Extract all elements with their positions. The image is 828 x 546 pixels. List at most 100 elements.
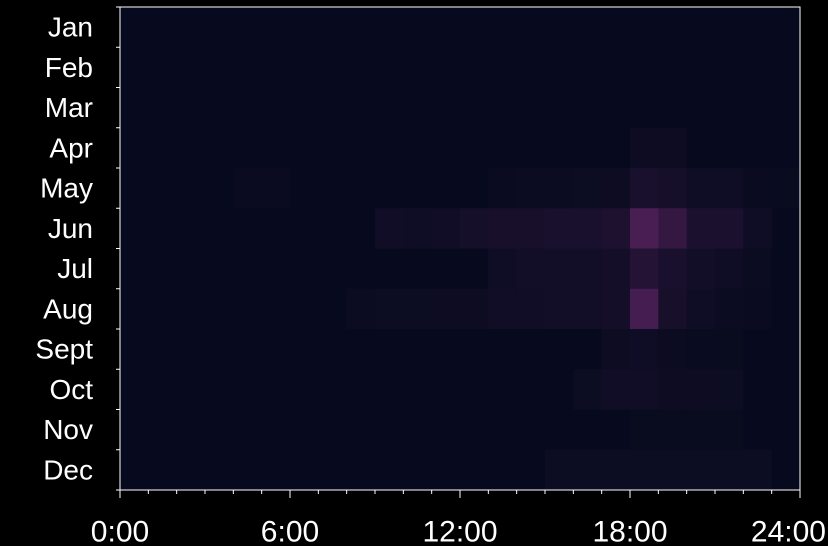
heatmap-cell <box>403 409 433 451</box>
heatmap-cell <box>318 47 348 88</box>
heatmap-cell <box>771 288 801 330</box>
heatmap-cell <box>120 47 149 88</box>
heatmap-cell <box>148 87 178 129</box>
y-tick-label: May <box>40 173 93 204</box>
heatmap-cell <box>545 168 574 209</box>
heatmap-cell <box>658 7 688 48</box>
heatmap-cell <box>488 288 518 330</box>
heatmap-cell <box>516 248 546 290</box>
heatmap-cell <box>630 208 659 249</box>
heatmap-cell <box>318 7 348 48</box>
heatmap-cell <box>601 87 631 129</box>
heatmap-cell <box>346 409 376 451</box>
heatmap-cell <box>290 7 319 48</box>
heatmap-cell <box>686 127 716 169</box>
heatmap-cell <box>205 87 234 129</box>
heatmap-cell <box>715 7 744 48</box>
heatmap-cell <box>176 369 206 410</box>
heatmap-cell <box>148 409 178 451</box>
heatmap-cell <box>573 168 603 209</box>
heatmap-cell <box>573 87 603 129</box>
heatmap-cell <box>516 127 546 169</box>
heatmap-cells <box>120 7 801 491</box>
heatmap-cell <box>318 168 348 209</box>
heatmap-cell <box>431 47 461 88</box>
heatmap-cell <box>318 87 348 129</box>
heatmap-cell <box>630 127 659 169</box>
heatmap-cell <box>743 369 773 410</box>
heatmap-cell <box>686 47 716 88</box>
heatmap-cell <box>205 449 234 491</box>
heatmap-cell <box>346 127 376 169</box>
y-tick-label: Mar <box>45 92 93 123</box>
heatmap-cell <box>375 449 404 491</box>
heatmap-cell <box>120 87 149 129</box>
heatmap-cell <box>176 409 206 451</box>
heatmap-cell <box>516 87 546 129</box>
heatmap-cell <box>403 369 433 410</box>
heatmap-cell <box>601 329 631 370</box>
heatmap-cell <box>545 87 574 129</box>
heatmap-cell <box>545 248 574 290</box>
heatmap-cell <box>686 7 716 48</box>
heatmap-cell <box>715 288 744 330</box>
y-tick-label: Feb <box>45 52 93 83</box>
heatmap-cell <box>375 369 404 410</box>
heatmap-cell <box>601 409 631 451</box>
heatmap-cell <box>290 168 319 209</box>
heatmap-cell <box>630 168 659 209</box>
heatmap-cell <box>771 127 801 169</box>
heatmap-cell <box>176 127 206 169</box>
heatmap-cell <box>375 47 404 88</box>
heatmap-cell <box>346 7 376 48</box>
heatmap-cell <box>375 288 404 330</box>
heatmap-cell <box>120 168 149 209</box>
heatmap-cell <box>630 47 659 88</box>
heatmap-cell <box>771 47 801 88</box>
heatmap-cell <box>431 87 461 129</box>
heatmap-cell <box>261 87 291 129</box>
heatmap-cell <box>375 208 404 249</box>
heatmap-cell <box>573 248 603 290</box>
heatmap-cell <box>261 369 291 410</box>
y-tick-label: Dec <box>43 454 93 485</box>
heatmap-cell <box>601 449 631 491</box>
heatmap-cell <box>460 409 489 451</box>
heatmap-cell <box>290 248 319 290</box>
heatmap-cell <box>431 288 461 330</box>
heatmap-cell <box>771 329 801 370</box>
heatmap-cell <box>205 409 234 451</box>
heatmap-cell <box>290 87 319 129</box>
heatmap-cell <box>120 449 149 491</box>
heatmap-cell <box>630 87 659 129</box>
heatmap-cell <box>431 369 461 410</box>
heatmap-cell <box>516 208 546 249</box>
heatmap-cell <box>431 329 461 370</box>
heatmap-cell <box>233 168 263 209</box>
heatmap-cell <box>176 7 206 48</box>
heatmap-cell <box>120 248 149 290</box>
heatmap-cell <box>261 47 291 88</box>
heatmap-cell <box>375 7 404 48</box>
heatmap-cell <box>771 87 801 129</box>
heatmap-cell <box>176 87 206 129</box>
heatmap-cell <box>120 127 149 169</box>
heatmap-cell <box>630 329 659 370</box>
y-tick-label: Sept <box>35 334 93 365</box>
heatmap-cell <box>431 168 461 209</box>
heatmap-cell <box>375 329 404 370</box>
heatmap-cell <box>743 168 773 209</box>
heatmap-cell <box>771 168 801 209</box>
heatmap-cell <box>205 7 234 48</box>
x-axis-labels: 0:00 6:00 12:00 18:00 24:00 <box>91 516 826 546</box>
heatmap-cell <box>176 208 206 249</box>
heatmap-cell <box>261 127 291 169</box>
heatmap-cell <box>261 409 291 451</box>
heatmap-cell <box>715 127 744 169</box>
heatmap-cell <box>573 329 603 370</box>
heatmap-cell <box>488 409 518 451</box>
heatmap-cell <box>573 409 603 451</box>
heatmap-cell <box>743 127 773 169</box>
y-tick-label: Aug <box>43 293 93 324</box>
heatmap-cell <box>346 248 376 290</box>
